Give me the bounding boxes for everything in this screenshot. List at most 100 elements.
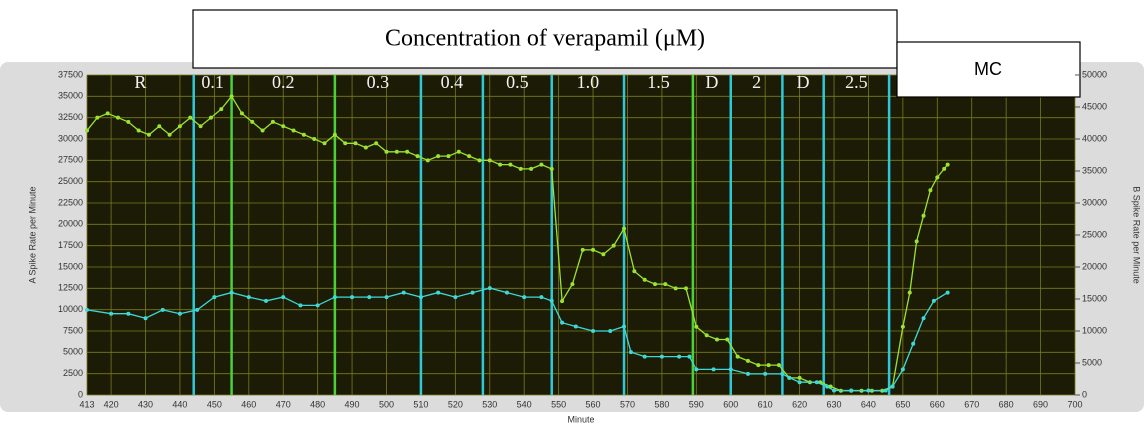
x-tick-label: 620 — [792, 399, 807, 409]
data-point — [291, 128, 296, 133]
phase-label: 1.0 — [577, 72, 600, 92]
x-tick-label: 430 — [138, 399, 153, 409]
data-point — [363, 145, 368, 150]
data-point — [694, 367, 699, 372]
y-tick-label: 2500 — [63, 368, 83, 378]
y-tick-label: 7500 — [63, 325, 83, 335]
data-point — [622, 324, 627, 329]
data-point — [659, 354, 664, 359]
data-point — [126, 311, 131, 316]
data-point — [928, 188, 933, 193]
data-point — [401, 290, 406, 295]
data-point — [332, 295, 337, 300]
data-point — [322, 141, 327, 146]
phase-label: 0.5 — [506, 72, 529, 92]
data-point — [95, 115, 100, 120]
x-tick-label: 600 — [723, 399, 738, 409]
data-point — [85, 128, 89, 133]
x-tick-label: 700 — [1067, 399, 1082, 409]
data-point — [160, 307, 165, 312]
data-point — [456, 149, 461, 154]
data-point — [470, 290, 475, 295]
x-tick-label: 610 — [758, 399, 773, 409]
data-point — [900, 367, 905, 372]
data-point — [195, 307, 200, 312]
data-point — [900, 324, 905, 329]
phase-label: 0.4 — [441, 72, 464, 92]
data-point — [504, 290, 509, 295]
data-point — [315, 303, 320, 308]
phase-label: 0.2 — [272, 72, 295, 92]
data-point — [126, 119, 131, 124]
x-axis-label: Minute — [567, 414, 594, 424]
x-tick-label: 440 — [172, 399, 187, 409]
y-tick-label: 12500 — [58, 283, 83, 293]
data-point — [212, 295, 217, 300]
x-tick-label: 420 — [104, 399, 119, 409]
mc-box — [896, 41, 1081, 98]
data-point — [622, 226, 627, 231]
y-tick-label: 0 — [78, 389, 83, 399]
data-point — [177, 124, 182, 129]
x-tick-label: 660 — [930, 399, 945, 409]
x-tick-label: 650 — [895, 399, 910, 409]
phase-label: 1.5 — [647, 72, 670, 92]
data-point — [270, 119, 275, 124]
data-point — [157, 124, 162, 129]
x-tick-label: 500 — [379, 399, 394, 409]
x-tick-label: 560 — [586, 399, 601, 409]
data-point — [890, 384, 895, 389]
data-point — [529, 166, 534, 171]
x-tick-label: 530 — [482, 399, 497, 409]
data-point — [477, 158, 482, 163]
data-point — [264, 298, 269, 303]
data-point — [642, 277, 647, 282]
data-point — [714, 337, 719, 342]
data-point — [814, 380, 819, 385]
data-point — [883, 388, 888, 393]
data-point — [143, 316, 148, 321]
data-point — [825, 384, 830, 389]
data-point — [394, 149, 399, 154]
data-point — [677, 354, 682, 359]
x-tick-label: 490 — [345, 399, 360, 409]
data-point — [85, 307, 89, 312]
y-tick-label: 30000 — [58, 133, 83, 143]
y2-axis-label: B Spike Rate per Minute — [1132, 186, 1142, 284]
data-point — [728, 367, 733, 372]
data-point — [704, 333, 709, 338]
x-tick-label: 460 — [241, 399, 256, 409]
x-tick-label: 690 — [1033, 399, 1048, 409]
y-tick-label: 37500 — [58, 69, 83, 79]
chart-title: Concentration of verapamil (μM) — [385, 26, 705, 52]
title-box — [192, 9, 898, 69]
data-point — [570, 282, 575, 287]
data-point — [611, 243, 616, 248]
data-point — [711, 367, 716, 372]
x-tick-label: 670 — [964, 399, 979, 409]
series-line — [86, 287, 948, 392]
x-tick-label: 470 — [276, 399, 291, 409]
data-point — [487, 286, 492, 291]
y2-tick-label: 15000 — [1082, 293, 1107, 303]
x-tick-label: 590 — [689, 399, 704, 409]
data-point — [745, 371, 750, 376]
data-point — [298, 303, 303, 308]
data-point — [787, 375, 792, 380]
x-tick-label: 413 — [79, 399, 94, 409]
x-tick-label: 510 — [413, 399, 428, 409]
data-point — [866, 388, 871, 393]
x-tick-label: 680 — [999, 399, 1014, 409]
data-point — [725, 337, 730, 342]
phase-label: R — [134, 72, 146, 92]
data-point — [374, 141, 379, 146]
data-point — [735, 354, 740, 359]
x-tick-label: 480 — [310, 399, 325, 409]
data-point — [115, 115, 120, 120]
data-point — [780, 371, 785, 376]
mc-label: MC — [974, 59, 1002, 79]
data-point — [415, 154, 420, 159]
data-point — [763, 371, 768, 376]
y-tick-label: 25000 — [58, 176, 83, 186]
data-point — [508, 162, 513, 167]
